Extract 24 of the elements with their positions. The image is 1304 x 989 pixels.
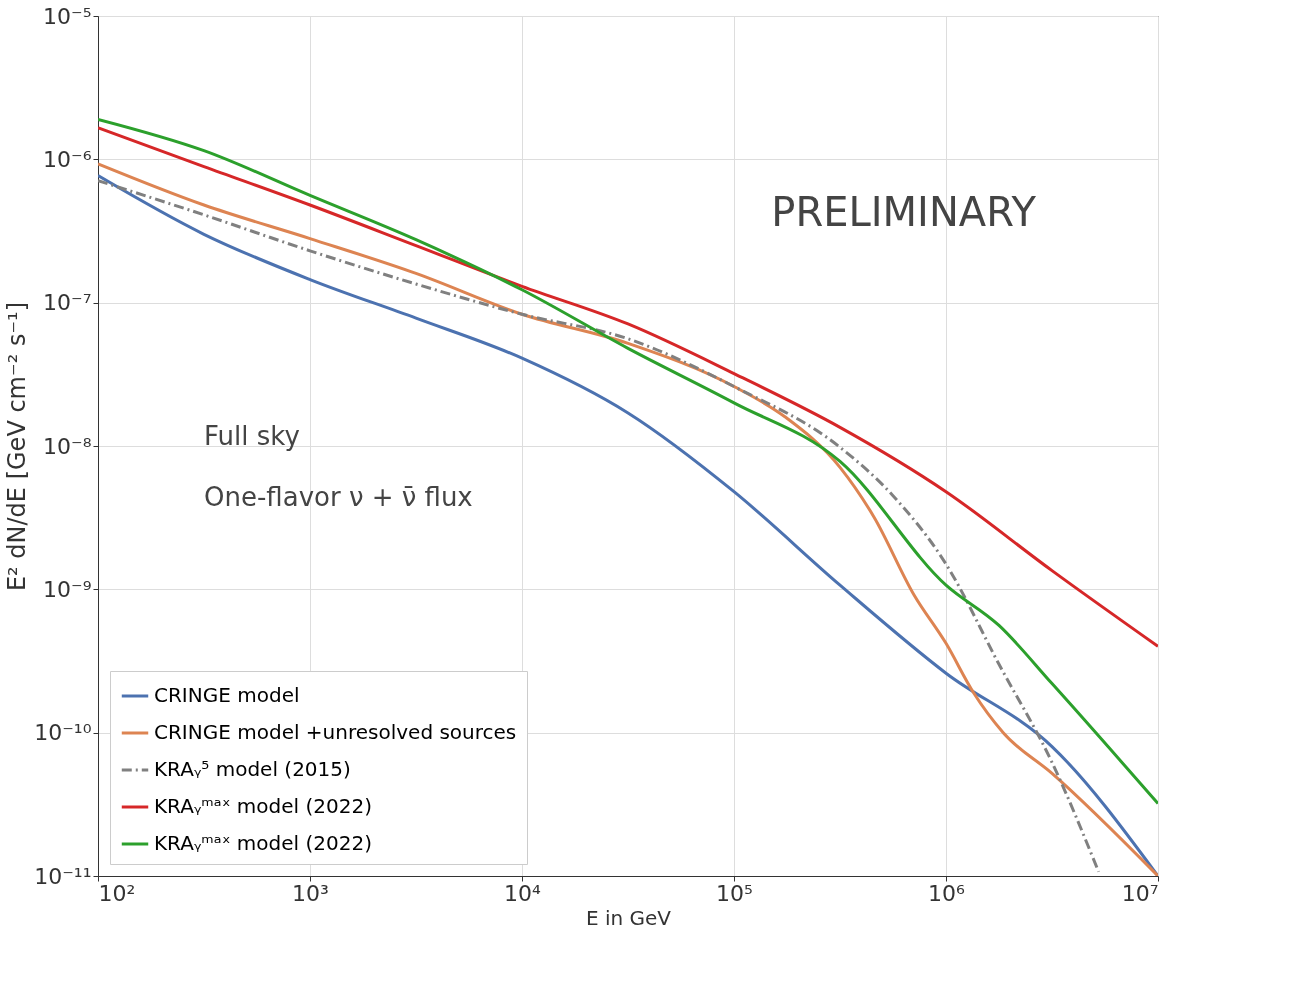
- y-tick-label: 10⁻⁸: [43, 433, 92, 459]
- legend-label: CRINGE model: [154, 683, 300, 707]
- legend-label: KRAᵧ⁵ model (2015): [154, 757, 351, 781]
- x-tick-label: 10⁴: [504, 880, 542, 906]
- annotation: One-flavor ν + ν̄ flux: [204, 481, 473, 512]
- y-tick-label: 10⁻¹¹: [34, 863, 92, 889]
- x-tick-label: 10⁶: [928, 880, 966, 906]
- annotation: Full sky: [204, 421, 300, 452]
- y-axis-title: E² dN/dE [GeV cm⁻² s⁻¹]: [3, 301, 32, 592]
- y-tick-label: 10⁻⁶: [43, 146, 92, 172]
- legend-label: KRAᵧᵐᵃˣ model (2022): [154, 794, 372, 818]
- y-tick-label: 10⁻⁹: [43, 576, 92, 602]
- legend-label: KRAᵧᵐᵃˣ model (2022): [154, 831, 372, 855]
- annotation: PRELIMINARY: [771, 188, 1037, 235]
- legend-label: CRINGE model +unresolved sources: [154, 720, 517, 744]
- x-tick-label: 10³: [292, 880, 329, 906]
- y-tick-label: 10⁻¹⁰: [34, 720, 92, 746]
- line-series: [98, 126, 1158, 648]
- y-tick-label: 10⁻⁵: [43, 3, 92, 29]
- x-tick-label: 10⁵: [716, 880, 753, 906]
- x-tick-label: 10²: [98, 880, 136, 906]
- y-tick-label: 10⁻⁷: [43, 290, 92, 316]
- x-axis-title: E in GeV: [585, 905, 672, 930]
- x-tick-label: 10⁷: [1121, 880, 1159, 906]
